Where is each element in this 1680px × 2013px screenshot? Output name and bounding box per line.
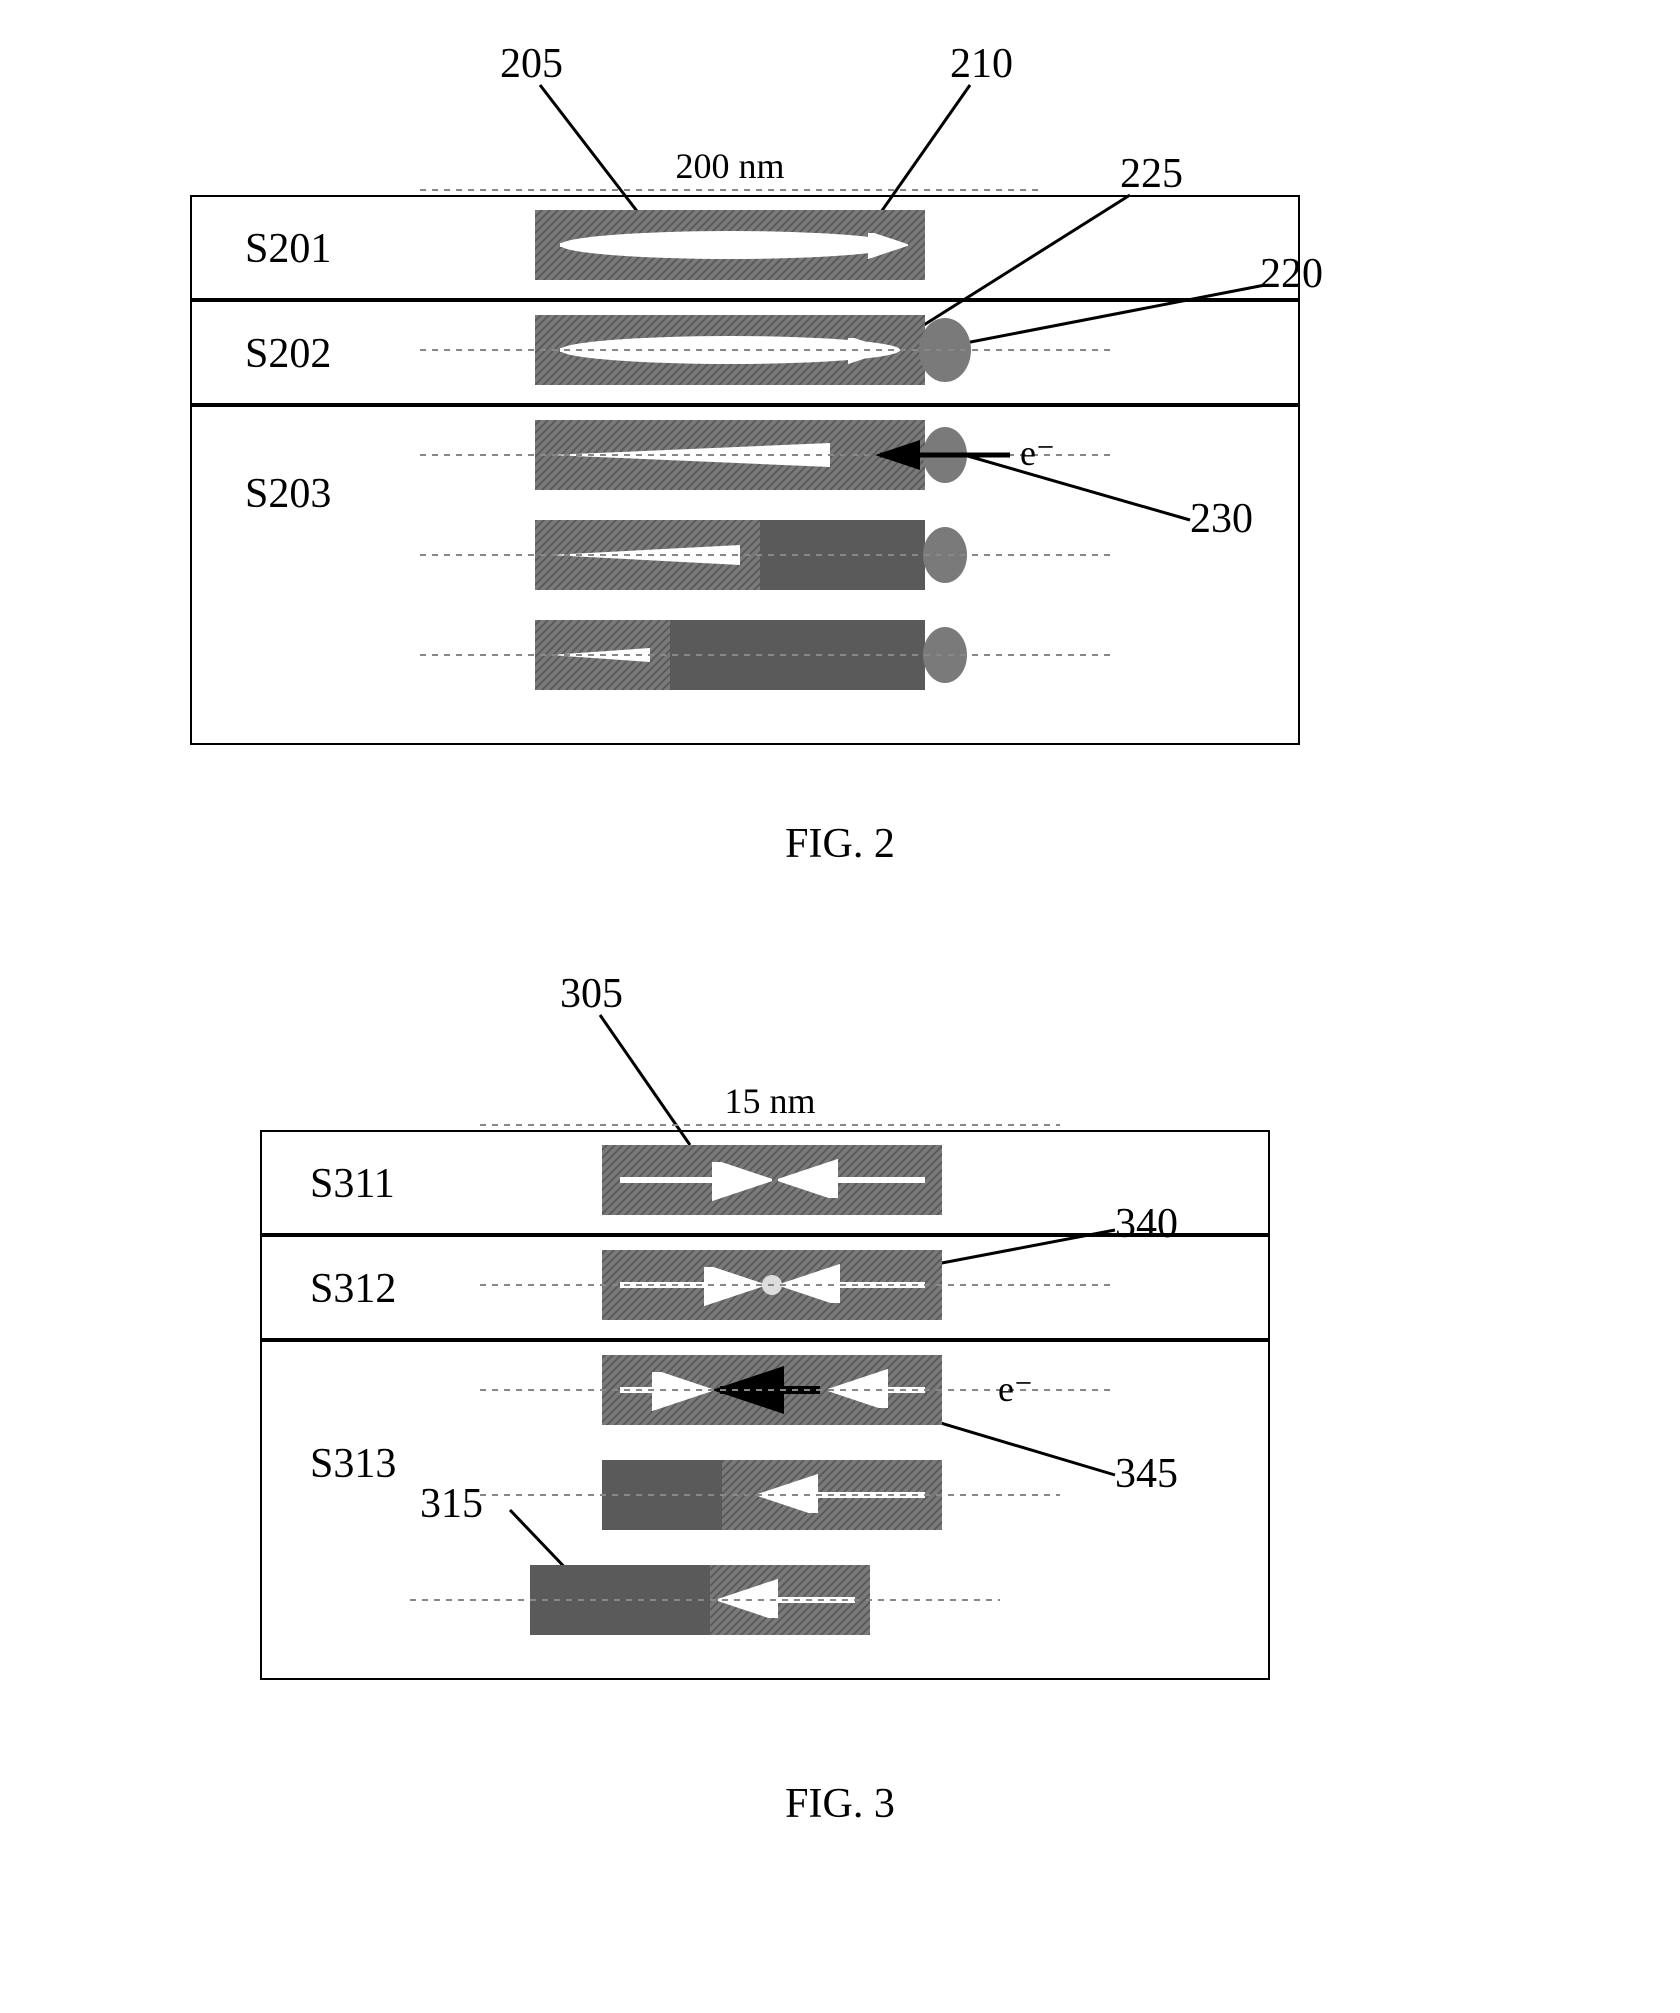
figure-3: 305 340 345 315 15 nm S311 S312 S313 bbox=[0, 920, 1680, 1920]
electron-label-fig2: e⁻ bbox=[1020, 432, 1055, 474]
figure-2: 205 210 225 220 230 200 nm S201 S202 S20… bbox=[0, 0, 1680, 860]
caption-fig3: FIG. 3 bbox=[0, 1780, 1680, 1828]
caption-fig2: FIG. 2 bbox=[0, 820, 1680, 868]
electron-label-fig3: e⁻ bbox=[998, 1368, 1033, 1410]
bars-fig2 bbox=[0, 0, 1680, 860]
bars-fig3 bbox=[0, 920, 1680, 1920]
